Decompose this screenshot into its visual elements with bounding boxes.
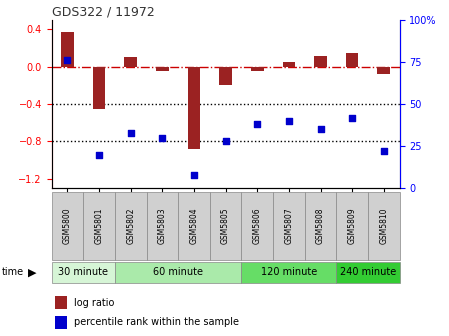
Point bbox=[159, 135, 166, 140]
Point bbox=[348, 115, 356, 120]
Bar bbox=[346, 53, 358, 67]
Bar bbox=[61, 32, 74, 67]
Text: log ratio: log ratio bbox=[74, 298, 114, 308]
FancyBboxPatch shape bbox=[242, 261, 336, 283]
FancyBboxPatch shape bbox=[336, 261, 400, 283]
Text: GSM5801: GSM5801 bbox=[95, 208, 104, 244]
Text: GSM5806: GSM5806 bbox=[253, 208, 262, 244]
Text: GSM5804: GSM5804 bbox=[189, 208, 198, 244]
FancyBboxPatch shape bbox=[368, 192, 400, 260]
FancyBboxPatch shape bbox=[273, 192, 305, 260]
Text: GSM5809: GSM5809 bbox=[348, 208, 357, 244]
Text: 120 minute: 120 minute bbox=[261, 267, 317, 277]
Text: time: time bbox=[2, 267, 24, 277]
Bar bbox=[314, 56, 327, 67]
Point bbox=[96, 152, 103, 157]
Bar bbox=[55, 316, 67, 329]
Bar bbox=[378, 67, 390, 74]
FancyBboxPatch shape bbox=[242, 192, 273, 260]
Text: 60 minute: 60 minute bbox=[153, 267, 203, 277]
Bar bbox=[156, 67, 169, 72]
Point bbox=[64, 58, 71, 63]
Bar bbox=[188, 67, 200, 149]
Text: GSM5802: GSM5802 bbox=[126, 208, 135, 244]
FancyBboxPatch shape bbox=[83, 192, 115, 260]
Text: GSM5803: GSM5803 bbox=[158, 208, 167, 244]
FancyBboxPatch shape bbox=[115, 261, 242, 283]
Text: 30 minute: 30 minute bbox=[58, 267, 108, 277]
Bar bbox=[93, 67, 106, 109]
FancyBboxPatch shape bbox=[115, 192, 146, 260]
FancyBboxPatch shape bbox=[146, 192, 178, 260]
FancyBboxPatch shape bbox=[210, 192, 242, 260]
Bar bbox=[124, 57, 137, 67]
Text: GSM5810: GSM5810 bbox=[379, 208, 388, 244]
Text: GDS322 / 11972: GDS322 / 11972 bbox=[52, 6, 154, 19]
Point bbox=[190, 172, 198, 177]
FancyBboxPatch shape bbox=[52, 192, 83, 260]
Bar bbox=[251, 67, 264, 72]
Bar bbox=[55, 296, 67, 309]
Bar bbox=[282, 62, 295, 67]
Text: percentile rank within the sample: percentile rank within the sample bbox=[74, 317, 239, 327]
Text: GSM5805: GSM5805 bbox=[221, 208, 230, 244]
FancyBboxPatch shape bbox=[305, 192, 336, 260]
FancyBboxPatch shape bbox=[178, 192, 210, 260]
Text: 240 minute: 240 minute bbox=[340, 267, 396, 277]
Point bbox=[254, 122, 261, 127]
Point bbox=[127, 130, 134, 135]
Text: GSM5807: GSM5807 bbox=[284, 208, 293, 244]
Point bbox=[317, 127, 324, 132]
FancyBboxPatch shape bbox=[336, 192, 368, 260]
Text: GSM5800: GSM5800 bbox=[63, 208, 72, 244]
FancyBboxPatch shape bbox=[52, 261, 115, 283]
Point bbox=[285, 118, 292, 124]
Text: ▶: ▶ bbox=[28, 267, 36, 277]
Point bbox=[380, 149, 387, 154]
Text: GSM5808: GSM5808 bbox=[316, 208, 325, 244]
Bar bbox=[219, 67, 232, 85]
Point bbox=[222, 138, 229, 144]
